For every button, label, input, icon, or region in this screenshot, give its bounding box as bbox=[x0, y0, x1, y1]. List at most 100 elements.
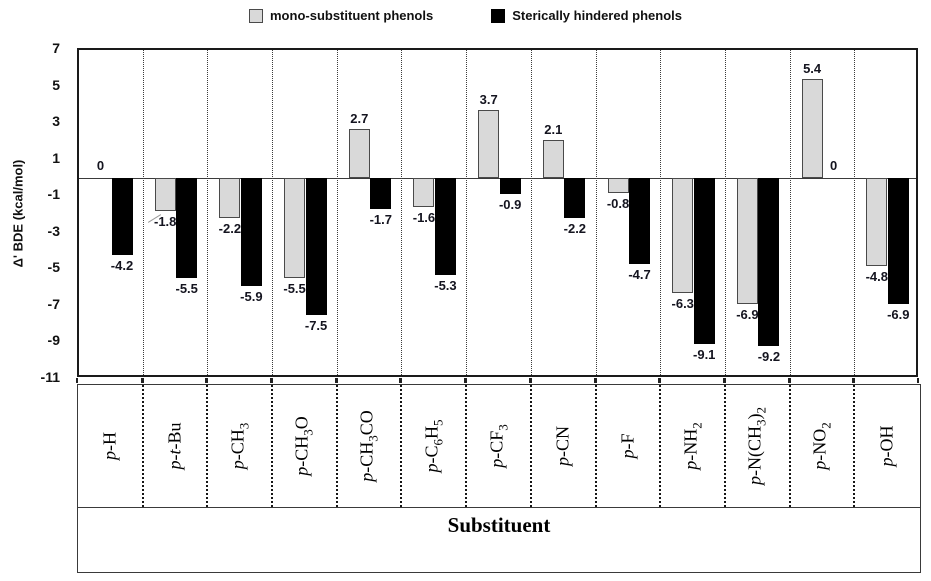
bar-hindered bbox=[305, 177, 327, 316]
category-label: p-NH2 bbox=[680, 422, 704, 470]
category-separator-gridline bbox=[854, 50, 856, 375]
x-tick-mark bbox=[917, 378, 919, 383]
legend-label-mono: mono-substituent phenols bbox=[270, 8, 434, 23]
category-separator-gridline bbox=[724, 50, 726, 375]
x-tick-mark bbox=[334, 378, 338, 383]
value-label: 0 bbox=[96, 157, 105, 173]
x-tick-mark bbox=[528, 378, 532, 383]
bar-mono bbox=[219, 177, 241, 219]
zero-baseline bbox=[79, 177, 916, 179]
category-band-separator bbox=[529, 385, 532, 507]
value-label: -6.9 bbox=[887, 307, 910, 323]
category-band-separator bbox=[594, 385, 597, 507]
category-separator-gridline bbox=[466, 50, 468, 375]
category-band-separator bbox=[465, 385, 468, 507]
y-tick-label: 7 bbox=[52, 40, 60, 56]
bar-hindered bbox=[240, 177, 262, 286]
x-tick-mark bbox=[593, 378, 597, 383]
category-label: p-F bbox=[617, 433, 638, 459]
value-label: -2.2 bbox=[563, 221, 587, 237]
category-label: p-OH bbox=[876, 425, 897, 467]
category-band-separator bbox=[853, 385, 856, 507]
x-tick-mark bbox=[205, 378, 209, 383]
category-label: p-CH3O bbox=[292, 416, 316, 476]
bar-mono bbox=[478, 110, 500, 178]
x-tick-mark bbox=[399, 378, 403, 383]
legend-item-mono: mono-substituent phenols bbox=[249, 8, 433, 23]
category-separator-gridline bbox=[660, 50, 662, 375]
plot-area: 0 -1.8 -2.2 -5.5 2.7 -1.6 3.7 2.1 -0.8 -6.3 -6.9 5.… bbox=[77, 48, 918, 377]
y-tick-label: 1 bbox=[52, 149, 60, 166]
bar-hindered bbox=[111, 177, 133, 255]
value-label: 5.4 bbox=[803, 61, 822, 77]
bar-hindered bbox=[629, 177, 651, 264]
y-tick-label: -9 bbox=[47, 332, 60, 349]
x-tick-mark bbox=[787, 378, 791, 383]
category-separator-gridline bbox=[789, 50, 791, 375]
bar-mono bbox=[672, 177, 694, 294]
chart-legend: mono-substituent phenols Sterically hind… bbox=[0, 8, 931, 23]
x-tick-mark bbox=[464, 378, 468, 383]
category-separator-gridline bbox=[207, 50, 209, 375]
y-tick-label: -7 bbox=[47, 295, 60, 312]
category-label: p-CH3 bbox=[227, 422, 252, 470]
value-label: 3.7 bbox=[479, 92, 498, 108]
bar-mono bbox=[154, 177, 176, 211]
category-label: p-NO2 bbox=[809, 422, 834, 470]
value-label: -9.1 bbox=[693, 347, 716, 363]
bar-hindered bbox=[693, 177, 715, 345]
hindered-series-swatch-icon bbox=[491, 8, 506, 23]
category-separator-gridline bbox=[530, 50, 532, 375]
category-band-separator bbox=[659, 385, 662, 507]
value-label: -6.9 bbox=[736, 307, 759, 323]
value-label: -7.5 bbox=[304, 318, 328, 334]
mono-series-swatch-icon bbox=[249, 8, 263, 23]
x-axis-title: Substituent bbox=[447, 513, 551, 537]
value-label: -2.2 bbox=[218, 221, 242, 237]
value-label: -1.7 bbox=[369, 212, 392, 228]
category-label: p-CH3CO bbox=[356, 410, 381, 482]
category-label: p-C6H5 bbox=[421, 419, 446, 473]
bar-mono bbox=[542, 139, 564, 178]
y-tick-label: -3 bbox=[47, 222, 60, 239]
x-tick-mark bbox=[270, 378, 274, 383]
y-tick-label: -1 bbox=[47, 186, 60, 203]
category-separator-gridline bbox=[272, 50, 274, 375]
x-tick-mark bbox=[852, 378, 856, 383]
category-label: p-CF3 bbox=[486, 424, 510, 468]
value-label: -5.9 bbox=[240, 288, 263, 304]
bar-hindered bbox=[176, 177, 198, 279]
value-label: -5.3 bbox=[434, 277, 457, 293]
y-tick-label: 5 bbox=[52, 76, 60, 93]
x-tick-mark bbox=[658, 378, 662, 383]
value-label: 2.7 bbox=[350, 110, 369, 126]
bar-hindered bbox=[370, 177, 392, 209]
category-separator-gridline bbox=[142, 50, 144, 375]
value-label: -6.3 bbox=[671, 296, 694, 312]
x-axis-title-band: Substituent bbox=[77, 508, 921, 573]
bar-hindered bbox=[434, 177, 456, 275]
bar-hindered bbox=[499, 177, 521, 195]
bar-mono bbox=[607, 177, 629, 193]
category-band-separator bbox=[206, 385, 209, 507]
category-band-separator bbox=[723, 385, 726, 507]
category-separator-gridline bbox=[401, 50, 403, 375]
category-label: p-H bbox=[99, 432, 120, 460]
value-label: -4.2 bbox=[110, 257, 134, 273]
y-tick-label: -5 bbox=[47, 259, 60, 276]
category-label: p-N(CH3)2 bbox=[744, 407, 769, 485]
bar-mono bbox=[284, 177, 306, 279]
y-tick-label: -11 bbox=[40, 369, 60, 385]
category-band-separator bbox=[271, 385, 274, 507]
x-tick-mark bbox=[76, 378, 78, 383]
bar-mono bbox=[413, 177, 435, 208]
category-label: p-t-Bu bbox=[164, 422, 185, 470]
category-label: p-CN bbox=[552, 426, 573, 466]
bar-mono bbox=[348, 128, 370, 178]
value-label: -1.8 bbox=[153, 213, 177, 229]
value-label: -5.5 bbox=[283, 281, 306, 297]
legend-item-hindered: Sterically hindered phenols bbox=[491, 8, 682, 23]
value-label: -5.5 bbox=[175, 281, 198, 297]
x-tick-mark bbox=[140, 378, 144, 383]
